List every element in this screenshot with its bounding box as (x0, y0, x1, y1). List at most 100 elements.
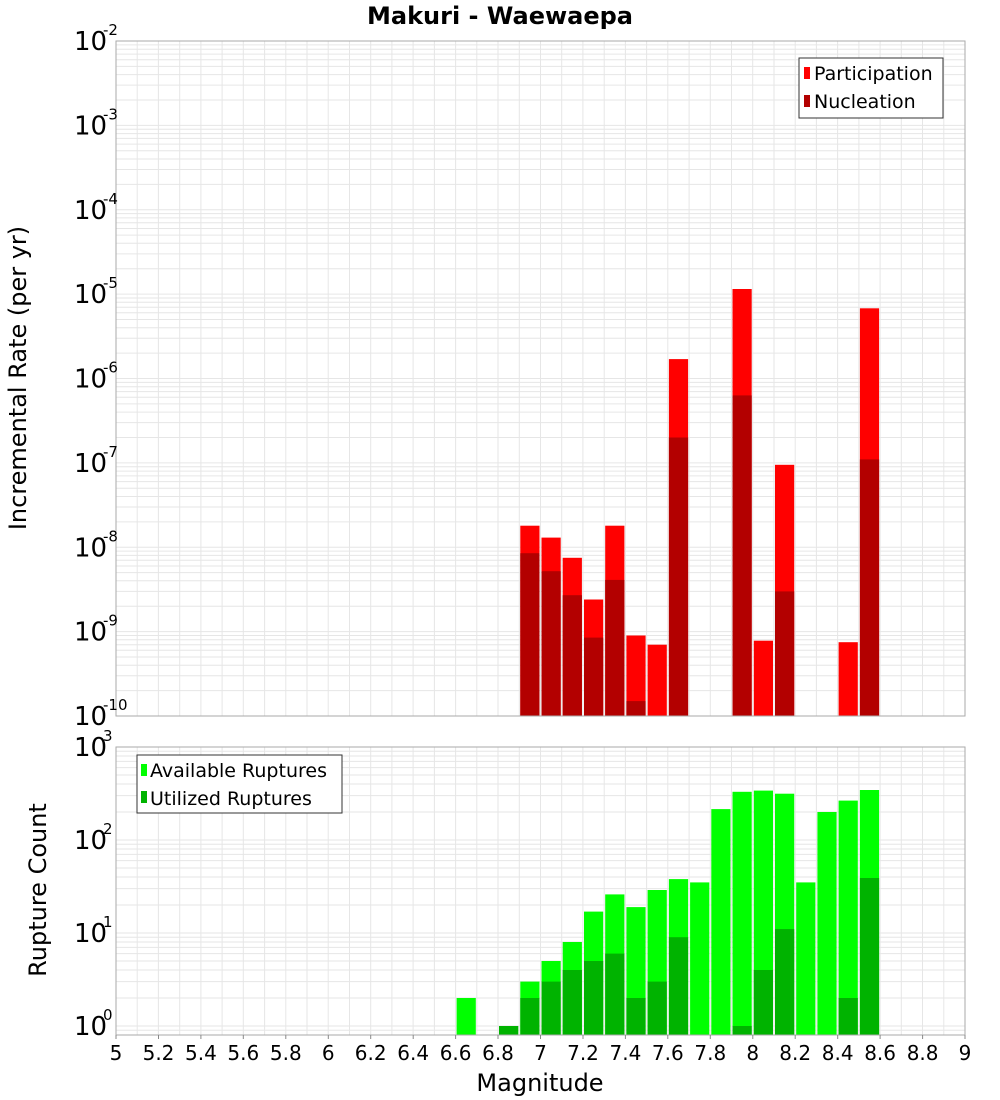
rate-y-ticks: 10-210-310-410-510-610-710-810-910-10 (74, 21, 128, 732)
y-tick-label: 10 (74, 27, 107, 57)
y-tick-label: 10 (74, 196, 107, 226)
utilized-ruptures-bar (626, 998, 646, 1035)
count-y-axis-label: Rupture Count (24, 803, 52, 977)
available-ruptures-bar (690, 882, 710, 1035)
y-tick-exponent: 2 (103, 820, 113, 838)
nucleation-bar (584, 637, 604, 716)
utilized-ruptures-bar (562, 970, 582, 1035)
y-tick-exponent: -7 (103, 443, 118, 461)
utilized-ruptures-bar (605, 953, 625, 1035)
available-ruptures-bar (711, 809, 731, 1035)
y-tick-exponent: 1 (103, 913, 113, 931)
y-tick-label: 10 (74, 449, 107, 479)
utilized-ruptures-bar (753, 970, 773, 1035)
legend-swatch-nucleation (804, 95, 810, 107)
x-tick-label: 8 (746, 1041, 759, 1065)
available-ruptures-bar (456, 998, 476, 1035)
y-tick-exponent: 3 (103, 727, 113, 745)
y-tick-exponent: -5 (103, 274, 118, 292)
x-tick-label: 7 (534, 1041, 547, 1065)
nucleation-bar (859, 459, 880, 716)
x-tick-label: 5 (110, 1041, 123, 1065)
rate-legend: Participation Nucleation (798, 57, 944, 119)
y-tick-label: 10 (74, 365, 107, 395)
available-ruptures-bar (732, 791, 752, 1035)
nucleation-bar (541, 571, 561, 716)
x-tick-label: 8.4 (822, 1041, 854, 1065)
participation-bar (626, 635, 646, 716)
x-tick-label: 6.8 (482, 1041, 514, 1065)
y-tick-label: 10 (74, 618, 107, 648)
y-tick-label: 10 (74, 919, 107, 949)
y-tick-label: 10 (74, 1012, 107, 1042)
x-tick-label: 8.8 (907, 1041, 939, 1065)
y-tick-exponent: -8 (103, 527, 118, 545)
y-tick-label: 10 (74, 702, 107, 732)
y-tick-exponent: -3 (103, 105, 118, 123)
rate-y-axis-label: Incremental Rate (per yr) (4, 226, 32, 530)
y-tick-exponent: -10 (103, 696, 128, 714)
utilized-ruptures-bar (668, 937, 689, 1035)
y-tick-label: 10 (74, 111, 107, 141)
nucleation-bar (605, 579, 625, 716)
utilized-ruptures-bar (520, 998, 540, 1035)
x-axis-label: Magnitude (476, 1069, 603, 1097)
rate-panel: 10-210-310-410-510-610-710-810-910-10 In… (4, 21, 966, 732)
utilized-ruptures-bar (541, 981, 561, 1035)
x-tick-label: 5.6 (227, 1041, 259, 1065)
y-tick-exponent: -2 (103, 21, 118, 39)
utilized-ruptures-bar (647, 981, 667, 1035)
y-tick-label: 10 (74, 826, 107, 856)
x-tick-label: 6 (322, 1041, 335, 1065)
available-ruptures-bar (817, 812, 837, 1035)
y-tick-exponent: -9 (103, 612, 118, 630)
x-tick-label: 7.4 (609, 1041, 641, 1065)
nucleation-bar (520, 553, 540, 716)
legend-label-participation: Participation (814, 63, 933, 85)
utilized-ruptures-bar (838, 998, 858, 1035)
participation-bar (838, 642, 858, 716)
rate-grid (115, 41, 966, 717)
available-ruptures-bar (838, 800, 858, 1035)
y-tick-label: 10 (74, 280, 107, 310)
y-tick-label: 10 (74, 733, 107, 763)
utilized-ruptures-bar (732, 1026, 752, 1035)
y-tick-exponent: 0 (103, 1006, 113, 1024)
nucleation-bar (668, 437, 689, 716)
x-tick-label: 8.6 (864, 1041, 896, 1065)
rate-legend-box (798, 57, 944, 119)
count-legend: Available Ruptures Utilized Ruptures (136, 754, 343, 814)
nucleation-bar (732, 395, 752, 716)
magnitude-x-ticks: 5 5.2 5.4 5.6 5.8 6 6.2 6.4 6.6 6.8 7 7.2 7.4 7.6 7.8 8… (110, 1035, 972, 1065)
x-tick-label: 7.2 (567, 1041, 599, 1065)
utilized-ruptures-bar (859, 878, 880, 1035)
y-tick-exponent: -6 (103, 359, 118, 377)
x-tick-label: 8.2 (779, 1041, 811, 1065)
y-tick-exponent: -4 (103, 190, 118, 208)
nucleation-bar (562, 595, 582, 716)
x-tick-label: 6.6 (440, 1041, 472, 1065)
x-tick-label: 6.2 (355, 1041, 387, 1065)
rate-bars (520, 289, 880, 716)
nucleation-bar (626, 701, 646, 716)
x-tick-label: 5.2 (143, 1041, 175, 1065)
participation-bar (647, 644, 667, 716)
count-bars (456, 790, 880, 1035)
legend-label-utilized: Utilized Ruptures (150, 788, 312, 810)
legend-swatch-available (141, 764, 147, 776)
legend-swatch-participation (804, 67, 810, 79)
y-tick-label: 10 (74, 533, 107, 563)
utilized-ruptures-bar (584, 961, 604, 1035)
participation-bar (753, 640, 773, 716)
x-tick-label: 9 (959, 1041, 972, 1065)
nucleation-bar (775, 591, 795, 716)
legend-label-nucleation: Nucleation (814, 91, 916, 113)
utilized-ruptures-bar (499, 1026, 519, 1035)
x-tick-label: 5.4 (185, 1041, 217, 1065)
count-legend-box (136, 754, 343, 814)
chart-title: Makuri - Waewaepa (367, 2, 633, 30)
x-tick-label: 6.4 (397, 1041, 429, 1065)
legend-label-available: Available Ruptures (150, 760, 327, 782)
